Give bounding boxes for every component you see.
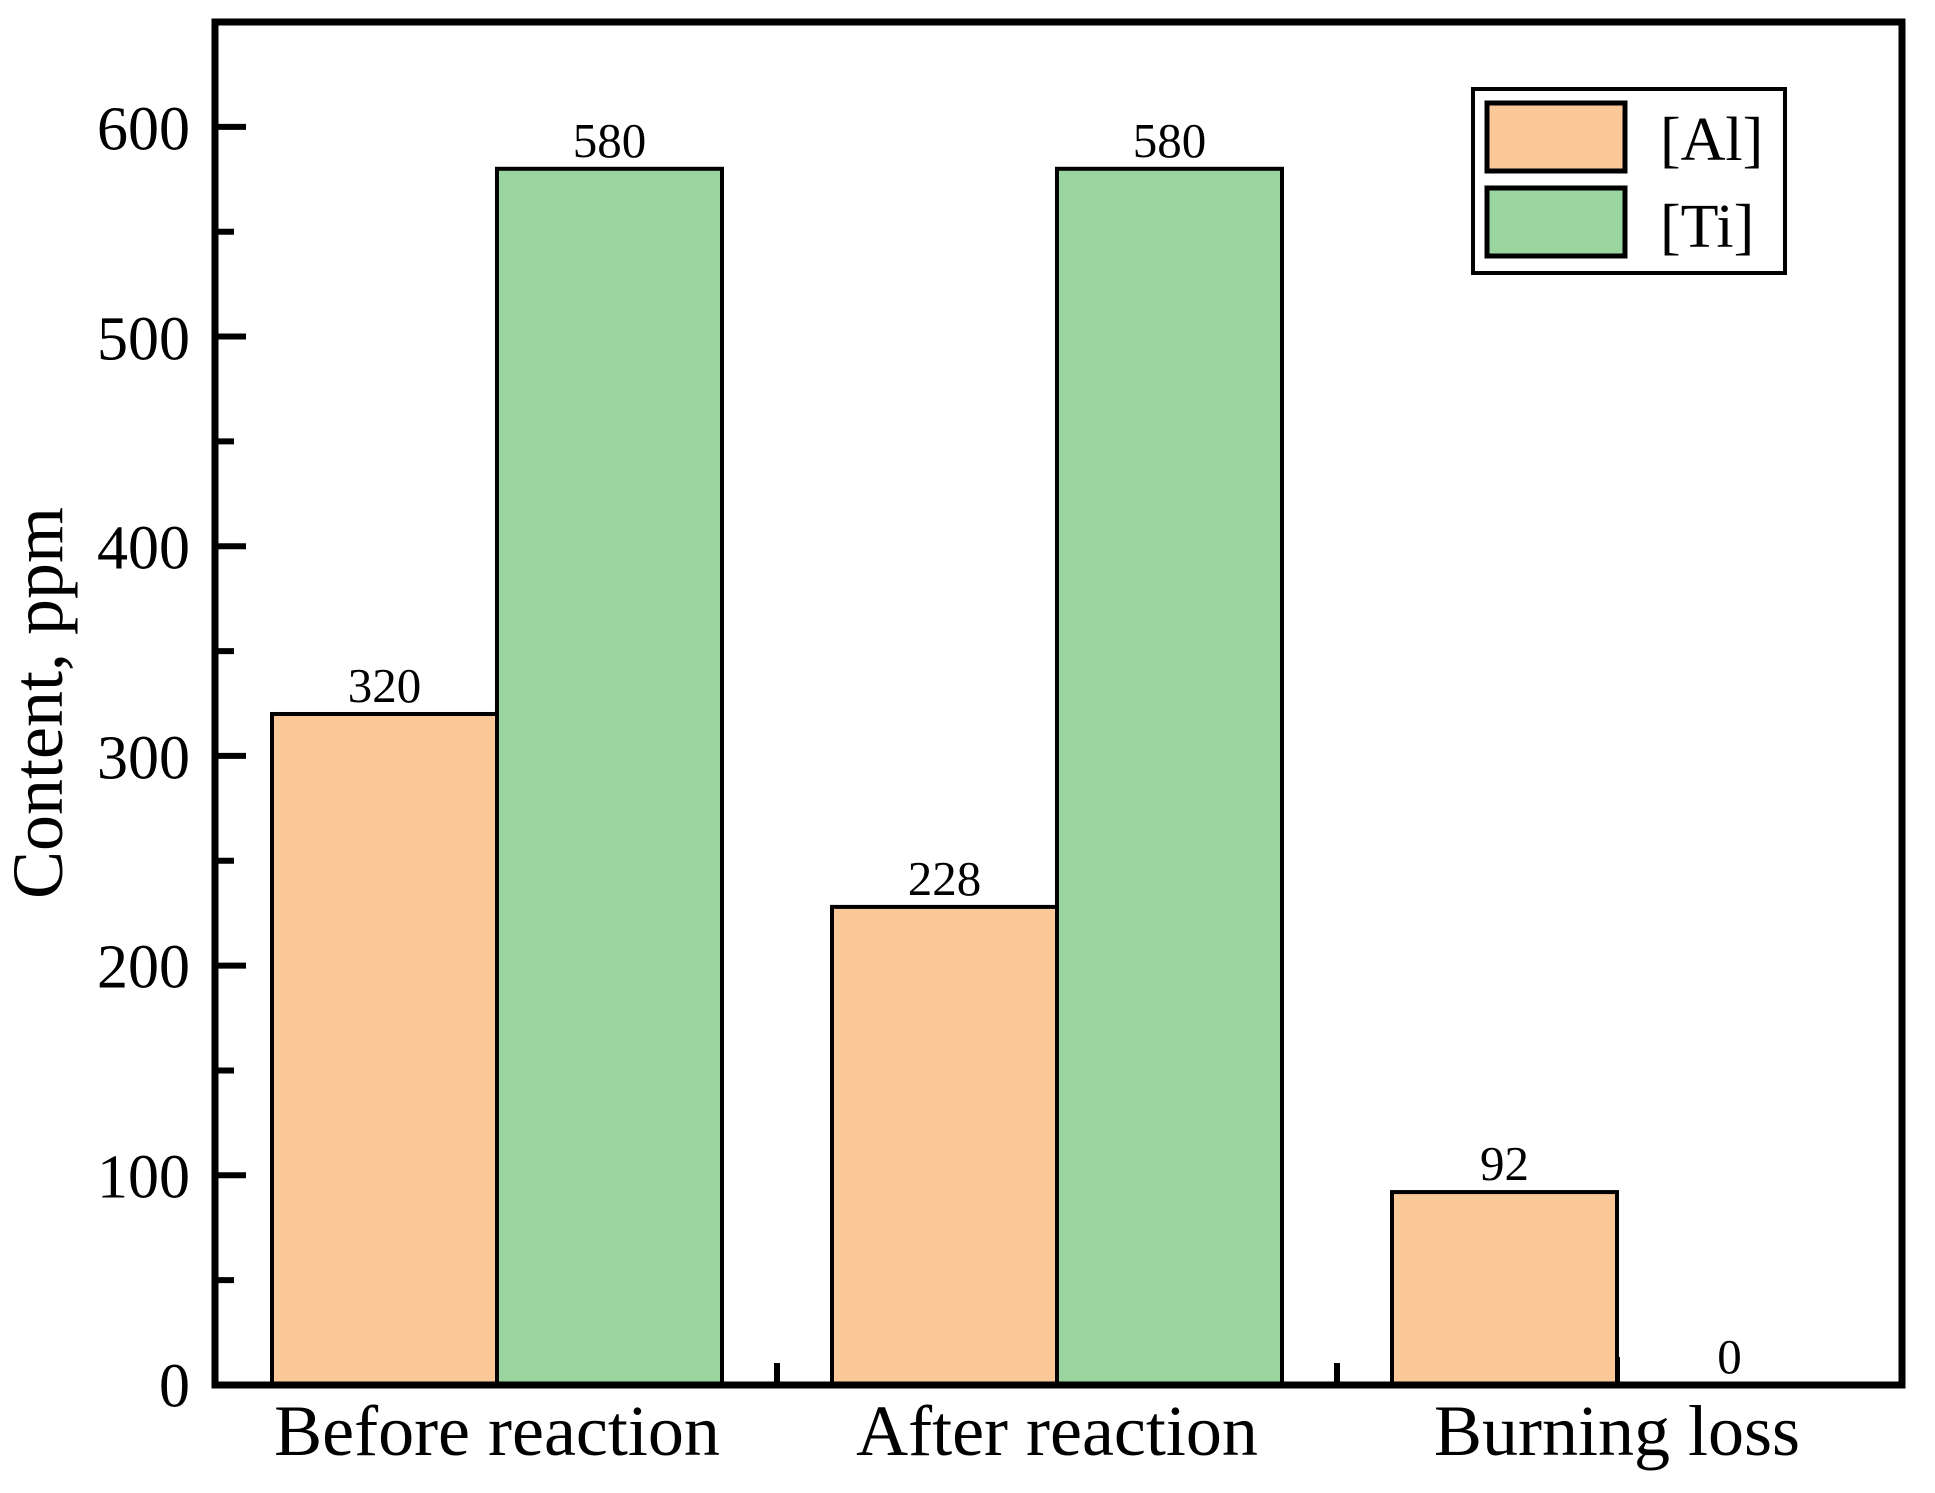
x-category-label-burning-loss: Burning loss: [1434, 1391, 1800, 1471]
y-axis-ticks: [216, 123, 246, 1388]
value-label-ti-0: 580: [573, 113, 647, 168]
value-label-ti-1: 580: [1133, 113, 1207, 168]
y-tick-label-100: 100: [97, 1144, 190, 1212]
value-label-al-0: 320: [348, 658, 422, 713]
y-tick-label-600: 600: [97, 96, 190, 164]
x-category-label-after-reaction: After reaction: [856, 1391, 1258, 1471]
y-tick-label-500: 500: [97, 306, 190, 374]
y-tick-label-0: 0: [159, 1353, 190, 1421]
y-tick-label-300: 300: [97, 725, 190, 793]
y-tick-label-200: 200: [97, 934, 190, 1002]
y-tick-label-400: 400: [97, 515, 190, 583]
bar-ti-0: [495, 166, 724, 1387]
value-label-al-2: 92: [1480, 1136, 1529, 1191]
bar-ti-1: [1055, 166, 1284, 1387]
value-label-ti-2: 0: [1717, 1329, 1742, 1384]
legend-label-ti: [Ti]: [1660, 193, 1754, 261]
bars: [270, 166, 1619, 1388]
bar-al-1: [830, 904, 1059, 1387]
value-label-al-1: 228: [908, 851, 982, 906]
plot-border: [211, 18, 1906, 1389]
x-category-label-before-reaction: Before reaction: [274, 1391, 720, 1471]
bar-al-0: [270, 711, 499, 1387]
y-axis-title: Content, ppm: [0, 507, 78, 899]
legend-swatch-al: [1484, 100, 1628, 174]
legend-label-al: [Al]: [1660, 106, 1763, 174]
bar-value-labels: 320 580 228 580 92 0: [348, 113, 1742, 1384]
bar-al-2: [1390, 1190, 1619, 1388]
legend-swatch-ti: [1484, 185, 1628, 259]
legend: [Al] [Ti]: [1471, 87, 1787, 275]
